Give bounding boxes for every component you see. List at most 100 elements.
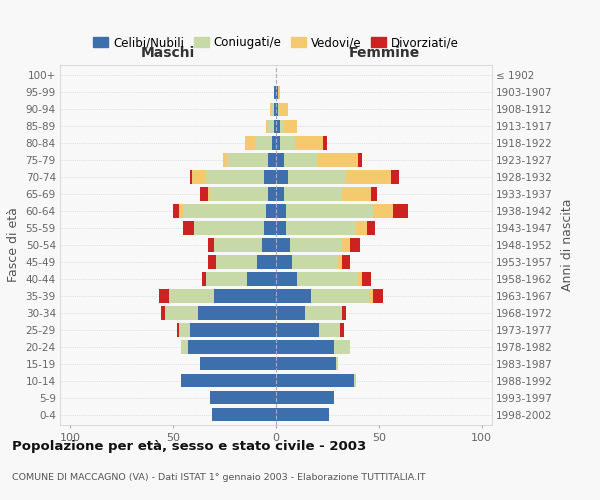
Bar (289, 170, 346, 183)
Y-axis label: Fasce di età: Fasce di età (7, 208, 20, 282)
Bar (368, 290, 373, 302)
Bar (268, 188, 276, 200)
Bar (350, 238, 361, 252)
Bar (276, 357, 335, 370)
Bar (334, 340, 350, 353)
Bar (161, 306, 165, 320)
Bar (276, 324, 319, 336)
Legend: Celibi/Nubili, Coniugati/e, Vedovi/e, Divorziati/e: Celibi/Nubili, Coniugati/e, Vedovi/e, Di… (88, 32, 464, 54)
Bar (184, 222, 194, 234)
Bar (342, 306, 346, 320)
Bar (290, 238, 342, 252)
Bar (276, 408, 329, 422)
Bar (373, 290, 383, 302)
Bar (276, 374, 354, 388)
Bar (356, 222, 367, 234)
Bar (342, 188, 371, 200)
Bar (190, 324, 276, 336)
Text: Femmine: Femmine (349, 46, 419, 60)
Bar (159, 290, 169, 302)
Bar (296, 272, 358, 285)
Bar (200, 188, 208, 200)
Bar (210, 188, 268, 200)
Text: COMUNE DI MACCAGNO (VA) - Dati ISTAT 1° gennaio 2003 - Elaborazione TUTTITALIA.I: COMUNE DI MACCAGNO (VA) - Dati ISTAT 1° … (12, 473, 425, 482)
Bar (335, 357, 338, 370)
Bar (194, 222, 263, 234)
Bar (342, 238, 350, 252)
Bar (276, 306, 305, 320)
Bar (284, 188, 342, 200)
Bar (184, 204, 266, 218)
Bar (268, 120, 274, 133)
Bar (276, 204, 286, 218)
Bar (276, 340, 334, 353)
Bar (202, 272, 206, 285)
Bar (354, 374, 356, 388)
Bar (373, 204, 393, 218)
Bar (284, 154, 317, 166)
Bar (214, 238, 262, 252)
Bar (305, 306, 342, 320)
Bar (286, 204, 373, 218)
Bar (278, 86, 280, 99)
Bar (276, 136, 280, 149)
Bar (280, 120, 284, 133)
Bar (208, 256, 217, 268)
Bar (274, 86, 276, 99)
Bar (268, 154, 276, 166)
Bar (177, 324, 179, 336)
Bar (338, 256, 342, 268)
Bar (181, 340, 188, 353)
Bar (206, 272, 247, 285)
Bar (346, 170, 391, 183)
Bar (342, 256, 350, 268)
Bar (247, 272, 276, 285)
Bar (276, 391, 334, 404)
Bar (181, 374, 276, 388)
Text: Maschi: Maschi (141, 46, 195, 60)
Bar (367, 222, 375, 234)
Y-axis label: Anni di nascita: Anni di nascita (561, 198, 574, 291)
Bar (191, 170, 206, 183)
Bar (270, 102, 272, 116)
Bar (340, 324, 344, 336)
Bar (208, 188, 210, 200)
Bar (292, 256, 338, 268)
Bar (217, 256, 257, 268)
Text: Popolazione per età, sesso e stato civile - 2003: Popolazione per età, sesso e stato civil… (12, 440, 366, 453)
Bar (263, 170, 276, 183)
Bar (274, 120, 276, 133)
Bar (276, 256, 292, 268)
Bar (371, 188, 377, 200)
Bar (266, 120, 268, 133)
Bar (223, 154, 227, 166)
Bar (263, 222, 276, 234)
Bar (266, 204, 276, 218)
Bar (208, 238, 214, 252)
Bar (362, 272, 371, 285)
Bar (284, 120, 296, 133)
Bar (276, 222, 286, 234)
Bar (169, 290, 214, 302)
Bar (227, 154, 268, 166)
Bar (206, 170, 263, 183)
Bar (188, 340, 276, 353)
Bar (272, 136, 276, 149)
Bar (278, 102, 280, 116)
Bar (323, 136, 328, 149)
Bar (391, 170, 400, 183)
Bar (317, 154, 358, 166)
Bar (311, 290, 368, 302)
Bar (280, 136, 295, 149)
Bar (276, 170, 289, 183)
Bar (214, 290, 276, 302)
Bar (198, 306, 276, 320)
Bar (276, 102, 278, 116)
Bar (165, 306, 198, 320)
Bar (276, 154, 284, 166)
Bar (276, 86, 278, 99)
Bar (319, 324, 340, 336)
Bar (276, 238, 290, 252)
Bar (276, 120, 280, 133)
Bar (280, 102, 289, 116)
